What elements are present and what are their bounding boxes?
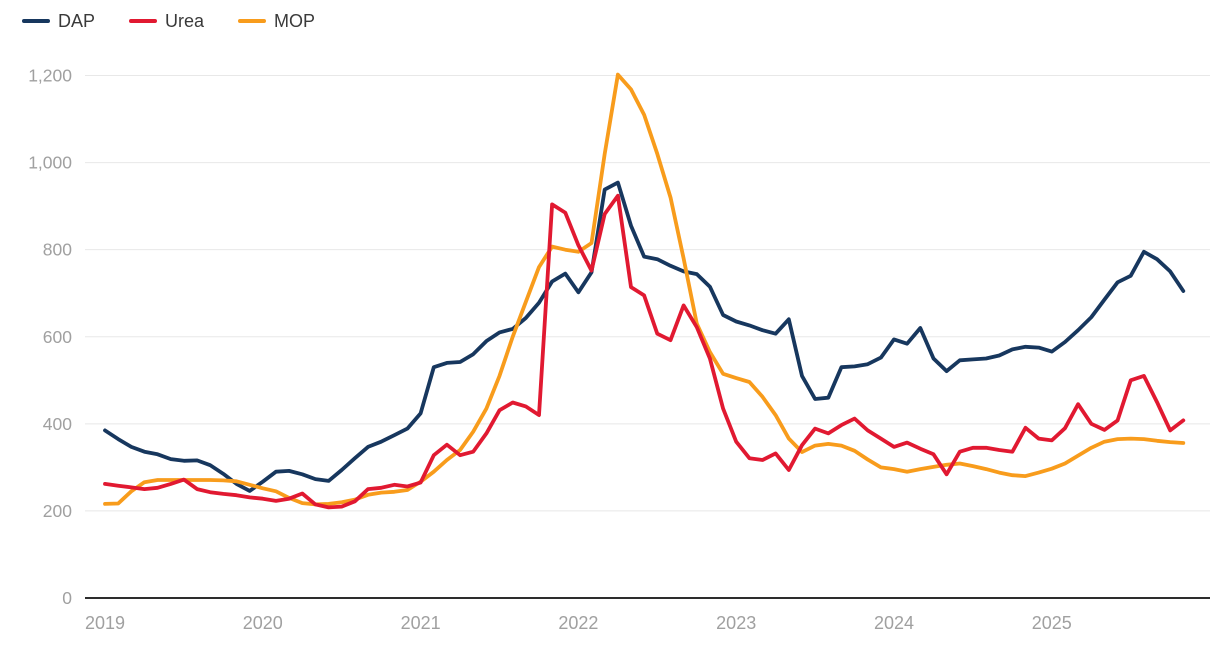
y-tick-label: 800	[43, 240, 72, 260]
mop-price-line	[103, 72, 1186, 507]
dap-line-swatch-icon	[22, 19, 50, 23]
dap-price-line	[103, 180, 1186, 493]
legend-item-urea: Urea	[129, 12, 204, 30]
urea-line-swatch-icon	[129, 19, 158, 23]
x-tick-label: 2020	[243, 613, 283, 633]
x-tick-label: 2019	[85, 613, 125, 633]
urea-price-line	[103, 193, 1186, 510]
y-tick-label: 600	[43, 327, 72, 347]
legend-label-mop: MOP	[274, 11, 316, 31]
x-tick-label: 2021	[401, 613, 441, 633]
y-tick-label: 1,000	[28, 153, 72, 173]
legend-label-dap: DAP	[58, 11, 96, 31]
legend-item-dap: DAP	[22, 12, 95, 30]
legend-item-mop: MOP	[238, 12, 315, 30]
x-tick-label: 2023	[716, 613, 756, 633]
x-tick-label: 2022	[558, 613, 598, 633]
y-tick-label: 400	[43, 414, 72, 434]
y-tick-label: 1,200	[28, 66, 72, 86]
x-tick-label: 2024	[874, 613, 914, 633]
y-tick-label: 200	[43, 501, 72, 521]
chart-legend: DAP Urea MOP	[22, 12, 315, 30]
y-tick-label: 0	[62, 588, 72, 608]
x-tick-label: 2025	[1032, 613, 1072, 633]
mop-line-swatch-icon	[238, 19, 267, 23]
legend-label-urea: Urea	[165, 11, 205, 31]
